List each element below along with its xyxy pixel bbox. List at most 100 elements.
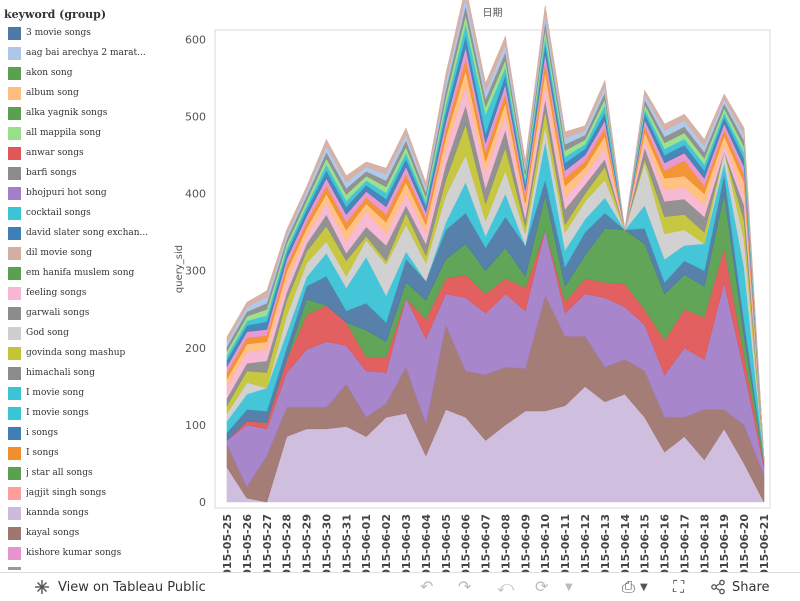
x-tick-label: 2015-06-07 <box>480 514 493 572</box>
legend-item[interactable] <box>0 566 152 570</box>
legend-label: alka yagnik songs <box>26 108 108 118</box>
legend-item[interactable]: barfi songs <box>0 166 152 186</box>
legend-swatch <box>8 147 21 160</box>
legend-item[interactable]: i songs <box>0 426 152 446</box>
y-tick-label: 300 <box>185 265 206 278</box>
legend-label: album song <box>26 88 79 98</box>
legend-label: kishore kumar songs <box>26 548 122 558</box>
legend-item[interactable]: bhojpuri hot song <box>0 186 152 206</box>
share-button[interactable]: Share <box>710 579 770 595</box>
legend-item[interactable]: all mappila song <box>0 126 152 146</box>
area-chart: 日期 query_sid 0 100 200 300 400 500 600 2015-05-25… <box>174 0 771 572</box>
legend-label: barfi songs <box>26 168 77 178</box>
legend-item[interactable]: dil movie song <box>0 246 152 266</box>
legend-item[interactable]: I songs <box>0 446 152 466</box>
y-tick-label: 400 <box>185 188 206 201</box>
legend-swatch <box>8 47 21 60</box>
legend-item[interactable]: kayal songs <box>0 526 152 546</box>
legend-item[interactable]: aag bai arechya 2 marat... <box>0 46 152 66</box>
legend-label: anwar songs <box>26 148 84 158</box>
download-icon[interactable]: ⎙ <box>622 577 635 596</box>
tableau-logo-icon <box>35 580 49 594</box>
legend-label: j star all songs <box>26 468 93 478</box>
chart-title: 日期 <box>483 7 503 19</box>
x-tick-label: 2015-06-03 <box>400 514 413 572</box>
legend-item[interactable]: God song <box>0 326 152 346</box>
legend-item[interactable]: feeling songs <box>0 286 152 306</box>
legend-swatch <box>8 487 21 500</box>
x-tick-label: 2015-05-30 <box>320 514 333 572</box>
legend-swatch <box>8 387 21 400</box>
legend-label: govinda song mashup <box>26 348 126 358</box>
legend-item[interactable]: album song <box>0 86 152 106</box>
legend-item[interactable]: alka yagnik songs <box>0 106 152 126</box>
view-on-public-label: View on Tableau Public <box>58 579 206 595</box>
fullscreen-icon[interactable]: ⛶ <box>673 577 685 596</box>
x-tick-label: 2015-06-14 <box>619 514 632 572</box>
legend-swatch <box>8 467 21 480</box>
undo-icon[interactable]: ↶ <box>420 577 434 596</box>
legend-item[interactable]: cocktail songs <box>0 206 152 226</box>
legend-label: I movie song <box>26 388 85 398</box>
legend-label: kayal songs <box>26 528 80 538</box>
redo-icon[interactable]: ↷ <box>458 577 472 596</box>
x-tick-label: 2015-06-02 <box>380 514 393 572</box>
share-label: Share <box>732 579 770 595</box>
legend-title: keyword (group) <box>4 8 107 21</box>
view-on-public-link[interactable]: View on Tableau Public <box>34 579 206 595</box>
legend-item[interactable]: govinda song mashup <box>0 346 152 366</box>
legend-swatch <box>8 547 21 560</box>
legend-swatch <box>8 567 21 570</box>
legend-item[interactable]: himachali song <box>0 366 152 386</box>
legend-item[interactable]: david slater song exchan... <box>0 226 152 246</box>
legend-swatch <box>8 427 21 440</box>
legend-label: 3 movie songs <box>26 28 91 38</box>
legend-item[interactable]: em hanifa muslem song <box>0 266 152 286</box>
legend-swatch <box>8 347 21 360</box>
legend-item[interactable]: kishore kumar songs <box>0 546 152 566</box>
toolbar: View on Tableau Public ↶ ↷ ⤺ ⟳ ▼ ⎙ ▼ ⛶ S… <box>0 572 800 601</box>
legend-swatch <box>8 527 21 540</box>
legend-label: em hanifa muslem song <box>26 268 135 278</box>
download-dropdown-icon[interactable]: ▼ <box>640 582 648 593</box>
refresh-dropdown-icon[interactable]: ▼ <box>565 582 573 593</box>
plot-area <box>214 29 771 509</box>
x-tick-label: 2015-06-09 <box>519 514 532 572</box>
y-axis-label: query_sid <box>174 245 185 293</box>
x-tick-label: 2015-05-28 <box>281 514 294 572</box>
legend-label: akon song <box>26 68 73 78</box>
legend-item[interactable]: I movie songs <box>0 406 152 426</box>
revert-icon[interactable]: ⤺ <box>497 577 515 596</box>
legend-swatch <box>8 267 21 280</box>
legend-label: david slater song exchan... <box>26 228 148 238</box>
legend-swatch <box>8 507 21 520</box>
legend-item[interactable]: anwar songs <box>0 146 152 166</box>
x-tick-label: 2015-06-13 <box>599 514 612 572</box>
legend-item[interactable]: garwali songs <box>0 306 152 326</box>
refresh-icon[interactable]: ⟳ <box>535 577 549 596</box>
legend-item[interactable]: I movie song <box>0 386 152 406</box>
legend-item[interactable]: 3 movie songs <box>0 26 152 46</box>
x-tick-label: 2015-06-06 <box>460 514 473 572</box>
legend-label: cocktail songs <box>26 208 91 218</box>
legend-label: I movie songs <box>26 408 89 418</box>
legend-label: garwali songs <box>26 308 90 318</box>
legend-label: God song <box>26 328 69 338</box>
legend-swatch <box>8 167 21 180</box>
legend-label: bhojpuri hot song <box>26 188 107 198</box>
legend-swatch <box>8 327 21 340</box>
legend-swatch <box>8 447 21 460</box>
x-tick-label: 2015-05-29 <box>301 514 314 572</box>
y-tick-label: 200 <box>185 342 206 355</box>
legend-swatch <box>8 27 21 40</box>
x-tick-label: 2015-06-08 <box>499 514 512 572</box>
x-tick-label: 2015-06-20 <box>738 514 751 572</box>
x-tick-label: 2015-06-04 <box>420 514 433 572</box>
legend-item[interactable]: akon song <box>0 66 152 86</box>
area-series <box>226 0 765 460</box>
legend-item[interactable]: jagjit singh songs <box>0 486 152 506</box>
legend-swatch <box>8 187 21 200</box>
legend-item[interactable]: kannda songs <box>0 506 152 526</box>
x-tick-label: 2015-06-10 <box>539 514 552 572</box>
legend-item[interactable]: j star all songs <box>0 466 152 486</box>
